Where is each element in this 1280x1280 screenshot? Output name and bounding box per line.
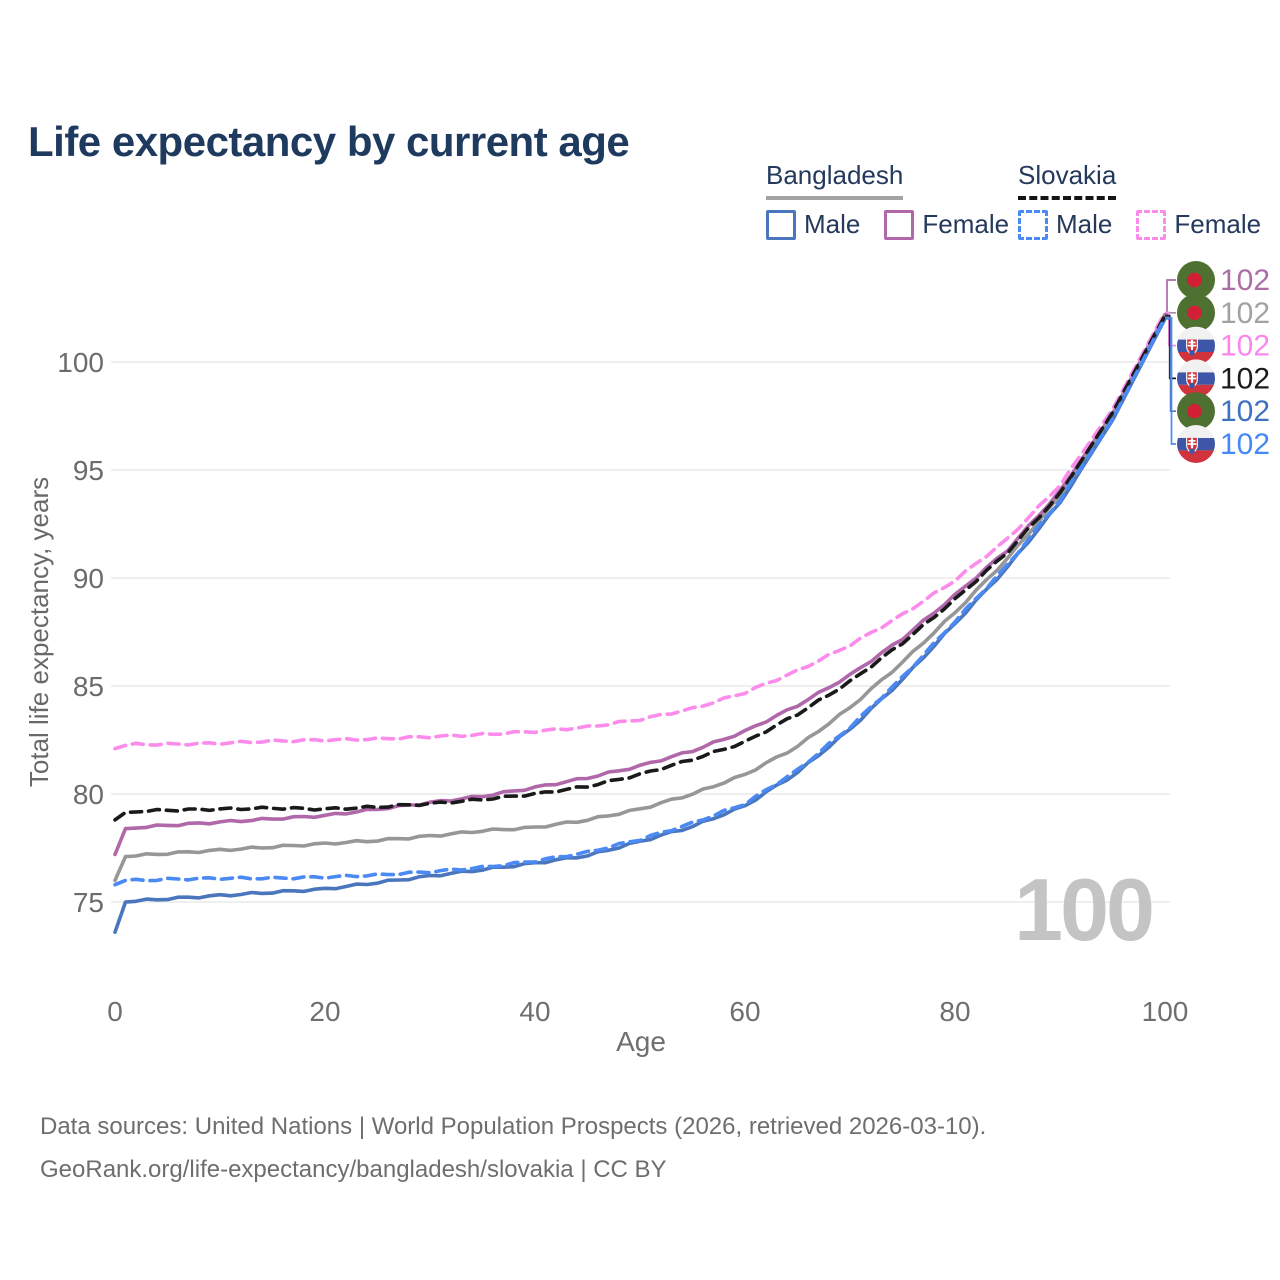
- series-line-slovakia-female: [113, 310, 1167, 751]
- x-tick-label: 80: [939, 996, 970, 1027]
- bangladesh-flag-icon: [1177, 293, 1215, 332]
- x-axis-title: Age: [616, 1026, 666, 1057]
- slovakia-male-checkbox[interactable]: [1018, 209, 1048, 240]
- bangladesh-flag-icon: [1177, 392, 1215, 431]
- legend-slovakia-male[interactable]: Male: [1018, 209, 1112, 240]
- end-label-value: 102: [1220, 297, 1270, 330]
- slovakia-flag-icon: [1177, 425, 1215, 463]
- end-label-leader: [1165, 311, 1176, 318]
- page-title: Life expectancy by current age: [28, 118, 630, 166]
- x-tick-label: 60: [729, 996, 760, 1027]
- x-tick-label: 100: [1142, 996, 1189, 1027]
- series-line-slovakia-both-sexes: [113, 313, 1167, 822]
- legend-group-slovakia: Slovakia Male Female: [1018, 160, 1261, 240]
- y-tick-label: 95: [73, 455, 104, 486]
- legend-label: Male: [1056, 209, 1113, 239]
- end-label-leader: [1165, 314, 1176, 380]
- x-tick-label: 20: [309, 996, 340, 1027]
- y-tick-label: 75: [73, 887, 104, 918]
- series-line-bangladesh-both-sexes: [113, 314, 1167, 883]
- bangladesh-female-checkbox[interactable]: [884, 209, 915, 240]
- x-tick-label: 0: [107, 996, 123, 1027]
- end-label-value: 102: [1220, 330, 1270, 363]
- chart-legend: Bangladesh Male Female Slovakia Male: [0, 160, 1280, 250]
- footer: Data sources: United Nations | World Pop…: [40, 1105, 986, 1191]
- legend-country-bangladesh: Bangladesh: [766, 160, 904, 200]
- series-line-bangladesh-female: [113, 312, 1167, 857]
- legend-bangladesh-male[interactable]: Male: [766, 209, 860, 240]
- current-age-indicator: 100: [1014, 860, 1155, 959]
- end-label-leader: [1165, 317, 1176, 413]
- y-axis-title: Total life expectancy, years: [24, 477, 54, 787]
- end-label-leader: [1165, 316, 1176, 445]
- legend-label: Female: [1174, 209, 1262, 239]
- y-tick-label: 85: [73, 671, 104, 702]
- data-sources-line: Data sources: United Nations | World Pop…: [40, 1113, 987, 1140]
- end-label-leader: [1165, 279, 1176, 316]
- legend-label: Female: [922, 209, 1010, 239]
- slovakia-flag-icon: [1177, 326, 1215, 365]
- bangladesh-male-checkbox[interactable]: [766, 209, 796, 240]
- legend-bangladesh-female[interactable]: Female: [884, 209, 1009, 240]
- end-label-value: 102: [1220, 264, 1270, 297]
- series-line-slovakia-male: [113, 315, 1167, 887]
- legend-group-bangladesh: Bangladesh Male Female: [766, 160, 1009, 240]
- legend-slovakia-female[interactable]: Female: [1136, 209, 1261, 240]
- slovakia-flag-icon: [1177, 359, 1215, 398]
- attribution-line: GeoRank.org/life-expectancy/bangladesh/s…: [40, 1156, 667, 1183]
- slovakia-female-checkbox[interactable]: [1136, 209, 1167, 240]
- end-label-value: 102: [1220, 395, 1270, 428]
- y-tick-label: 100: [57, 347, 104, 378]
- end-label-leader: [1165, 311, 1176, 347]
- bangladesh-flag-icon: [1177, 261, 1215, 299]
- end-label-value: 102: [1220, 428, 1270, 461]
- y-tick-label: 90: [73, 563, 104, 594]
- x-tick-label: 40: [519, 996, 550, 1027]
- y-tick-label: 80: [73, 779, 104, 810]
- legend-country-slovakia: Slovakia: [1018, 160, 1117, 200]
- legend-label: Male: [804, 209, 861, 239]
- end-label-value: 102: [1220, 362, 1270, 395]
